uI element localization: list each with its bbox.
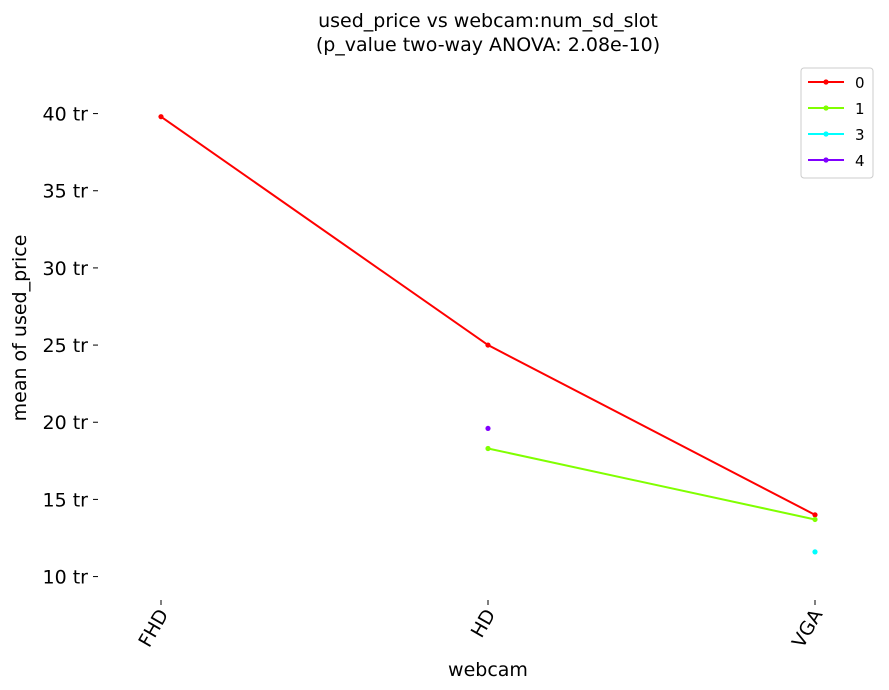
- y-tick-label: 35 tr: [43, 181, 89, 203]
- series-lines: [160, 115, 816, 521]
- x-axis-label: webcam: [448, 659, 528, 681]
- series-point-1: [485, 445, 491, 452]
- y-tick-label: 40 tr: [43, 104, 89, 126]
- series-point-0: [812, 512, 818, 518]
- x-tick-label: HD: [467, 606, 501, 642]
- x-axis: FHD HD VGA: [134, 600, 827, 652]
- legend-label-1: 1: [855, 100, 865, 118]
- series-point-4: [485, 425, 491, 432]
- y-tick-label: 10 tr: [43, 567, 89, 589]
- legend-marker-1: [823, 105, 829, 111]
- series-point-0: [485, 342, 491, 348]
- series-point-1: [812, 516, 818, 523]
- legend-marker-0: [823, 79, 829, 85]
- chart-title: used_price vs webcam:num_sd_slot: [318, 10, 658, 32]
- y-tick-label: 25 tr: [43, 335, 89, 357]
- y-tick-label: 20 tr: [43, 412, 89, 434]
- series-points: [158, 114, 818, 555]
- series-line-1: [487, 447, 816, 521]
- series-point-3: [812, 549, 818, 555]
- chart-subtitle: (p_value two-way ANOVA: 2.08e-10): [316, 34, 660, 56]
- y-tick-label: 15 tr: [43, 489, 89, 511]
- y-tick-label: 30 tr: [43, 258, 89, 280]
- legend-label-0: 0: [855, 74, 865, 92]
- legend-marker-4: [823, 157, 829, 163]
- y-axis-label: mean of used_price: [9, 235, 31, 422]
- x-tick-label: FHD: [134, 606, 173, 652]
- legend-box: [800, 67, 874, 179]
- legend-label-3: 3: [855, 126, 865, 144]
- y-axis: 10 tr 15 tr 20 tr 25 tr 30 tr 35 tr 40 tr: [43, 104, 98, 589]
- legend-label-4: 4: [855, 152, 865, 170]
- series-point-0: [158, 114, 164, 120]
- x-tick-label: VGA: [788, 605, 827, 651]
- series-line-0: [160, 115, 816, 516]
- legend: 0 1 3 4: [800, 67, 874, 179]
- legend-marker-3: [823, 131, 829, 137]
